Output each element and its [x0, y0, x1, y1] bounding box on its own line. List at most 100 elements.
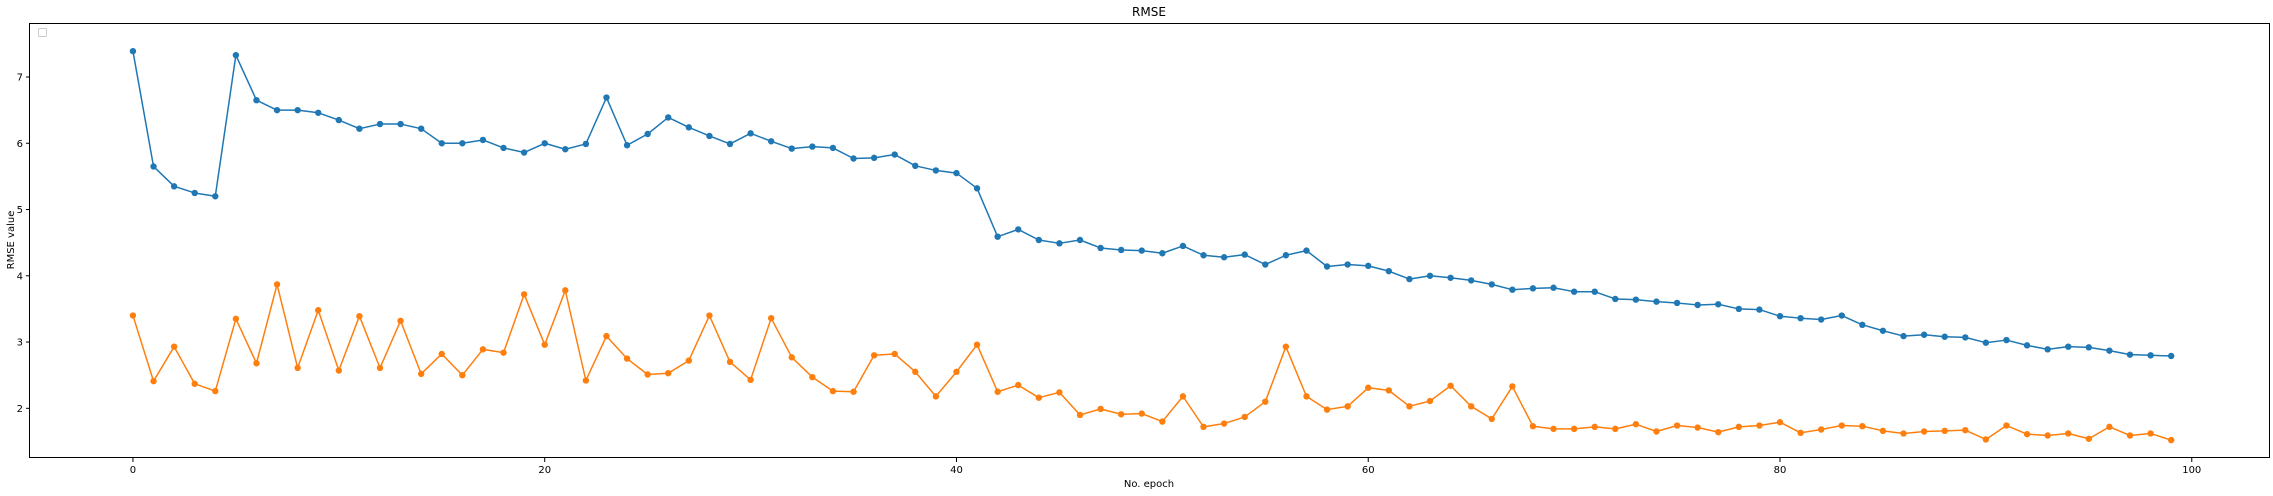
data-point	[1509, 383, 1516, 390]
data-point	[1220, 254, 1228, 261]
data-point	[1859, 321, 1866, 329]
data-point	[1365, 384, 1372, 391]
data-point	[212, 387, 219, 395]
data-point	[417, 125, 425, 132]
series-line	[132, 51, 2172, 357]
data-point	[788, 145, 795, 152]
data-point	[1138, 247, 1145, 254]
data-point	[1776, 313, 1784, 320]
data-point	[1941, 427, 1948, 435]
data-point	[644, 130, 651, 138]
data-point	[1365, 262, 1372, 270]
data-point	[1962, 334, 1969, 341]
data-point	[767, 314, 775, 322]
data-point	[253, 360, 260, 367]
data-point	[932, 393, 940, 400]
x-tick-label: 80	[1774, 465, 1787, 476]
x-tick-label: 60	[1362, 465, 1375, 476]
data-point	[891, 151, 898, 158]
data-point	[644, 371, 651, 378]
data-point	[2126, 432, 2134, 439]
data-point	[665, 369, 672, 377]
data-point	[809, 373, 816, 381]
data-point	[2167, 352, 2175, 360]
data-point	[1097, 244, 1104, 252]
y-tick-label: 3	[17, 338, 23, 349]
data-point	[191, 189, 198, 197]
data-point	[582, 140, 590, 148]
data-point	[1467, 277, 1475, 284]
data-point	[603, 332, 610, 340]
data-point	[1282, 343, 1290, 350]
data-point	[1447, 274, 1454, 281]
data-point	[2106, 423, 2113, 431]
data-point	[500, 349, 507, 356]
data-point	[417, 370, 425, 378]
data-point	[520, 291, 528, 298]
data-point	[1879, 427, 1887, 435]
data-point	[459, 371, 466, 379]
data-point	[1282, 252, 1290, 259]
data-point	[520, 149, 528, 156]
data-point	[1591, 423, 1598, 431]
y-axis: 2 3 4 5 6 7	[17, 73, 30, 415]
data-point	[1241, 413, 1248, 421]
data-point	[1838, 312, 1845, 319]
data-point	[1117, 411, 1125, 418]
data-point	[1179, 242, 1187, 250]
data-point	[1323, 406, 1331, 413]
data-point	[706, 132, 713, 140]
data-point	[665, 114, 672, 121]
data-point	[891, 350, 898, 358]
data-point	[953, 368, 960, 376]
data-point	[994, 388, 1001, 395]
data-point	[1715, 301, 1722, 308]
data-point	[685, 124, 693, 131]
data-point	[1159, 250, 1166, 257]
data-point	[129, 312, 137, 319]
data-point	[356, 313, 363, 320]
data-point	[706, 312, 713, 319]
data-point	[1756, 422, 1763, 429]
data-point	[726, 140, 734, 148]
data-point	[1385, 387, 1393, 394]
data-point	[685, 357, 693, 364]
data-point	[1406, 403, 1413, 410]
data-point	[1982, 436, 1990, 443]
data-point	[212, 193, 219, 200]
data-point	[2003, 422, 2010, 429]
data-point	[953, 169, 960, 177]
data-point	[1303, 247, 1310, 254]
series-1	[129, 47, 2175, 360]
data-point	[1117, 246, 1125, 254]
data-point	[1179, 393, 1187, 400]
data-point	[1920, 331, 1928, 338]
data-point	[2023, 430, 2031, 438]
data-point	[1385, 267, 1393, 275]
data-point	[1982, 339, 1990, 346]
y-tick-label: 6	[17, 139, 23, 150]
y-tick-label: 2	[17, 404, 23, 415]
data-point	[191, 380, 198, 387]
data-point	[335, 116, 343, 124]
data-point	[376, 120, 384, 128]
data-point	[994, 233, 1001, 240]
data-point	[459, 140, 466, 147]
data-point	[623, 355, 631, 362]
data-point	[397, 317, 404, 325]
data-point	[1612, 425, 1619, 433]
data-point	[1694, 424, 1701, 431]
y-axis-label: RMSE value	[6, 211, 17, 270]
data-point	[1241, 251, 1248, 258]
data-point	[1591, 288, 1598, 295]
y-tick-label: 5	[17, 205, 23, 216]
data-point	[1962, 426, 1969, 434]
data-point	[376, 364, 384, 372]
data-point	[2147, 430, 2154, 437]
data-point	[1076, 236, 1084, 244]
series-2	[129, 281, 2175, 444]
data-point	[1550, 425, 1557, 433]
y-tick-label: 4	[17, 271, 23, 282]
data-point	[623, 142, 631, 149]
data-point	[2085, 435, 2093, 442]
